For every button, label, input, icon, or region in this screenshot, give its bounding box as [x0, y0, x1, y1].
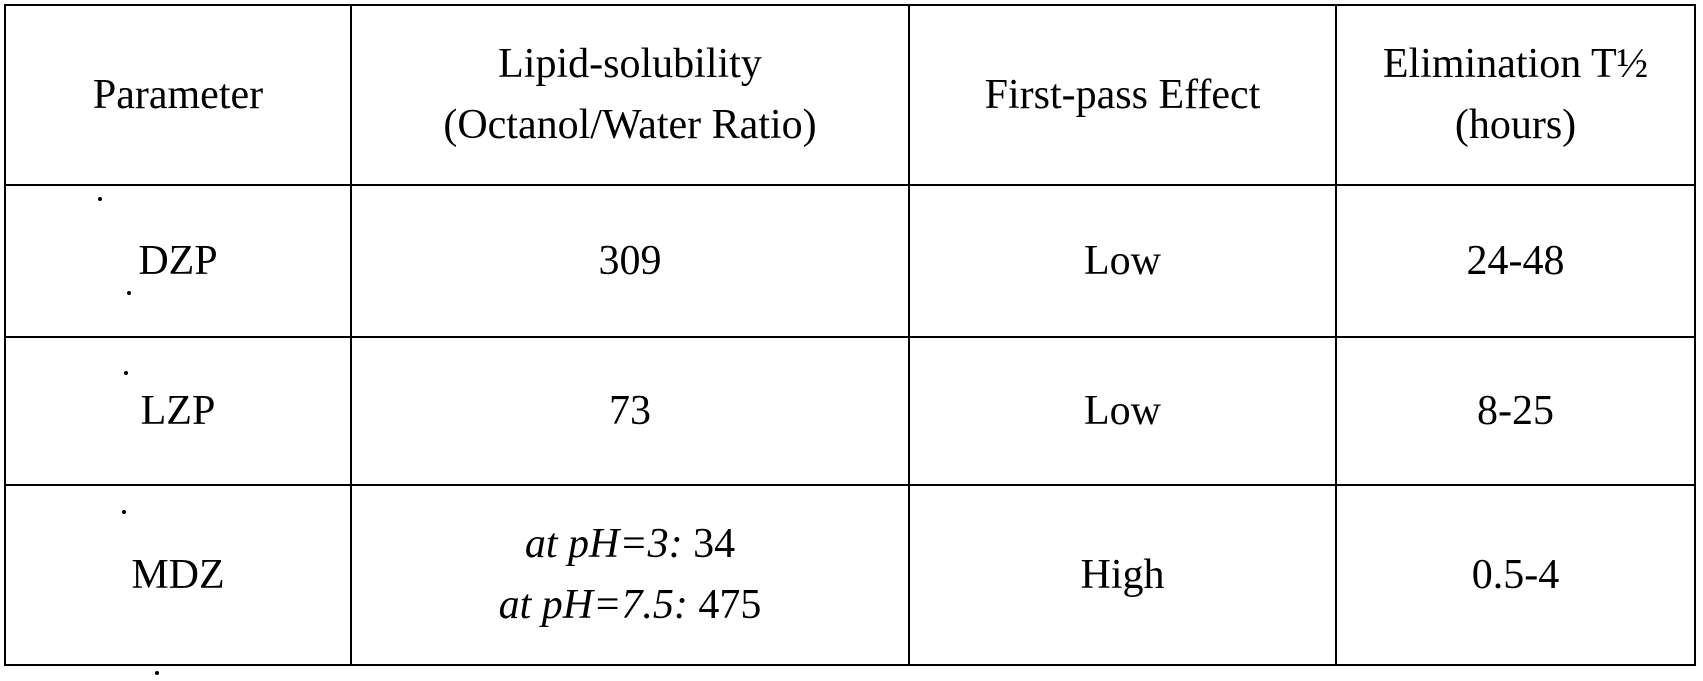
cell-first-pass: Low: [909, 185, 1336, 337]
cell-first-pass: High: [909, 485, 1336, 665]
ph-condition: at pH=3:: [525, 521, 683, 567]
scan-speck: [122, 510, 126, 514]
header-lipid-solubility: Lipid-solubility (Octanol/Water Ratio): [351, 5, 909, 185]
table-row: DZP 309 Low 24-48: [5, 185, 1695, 337]
cell-first-pass: Low: [909, 337, 1336, 485]
scan-speck: [127, 291, 131, 295]
pharmacokinetics-table: Parameter Lipid-solubility (Octanol/Wate…: [4, 4, 1696, 666]
cell-elimination: 0.5-4: [1336, 485, 1695, 665]
cell-lipid-solubility: 309: [351, 185, 909, 337]
cell-parameter: LZP: [5, 337, 351, 485]
table-row: LZP 73 Low 8-25: [5, 337, 1695, 485]
ph-condition: at pH=7.5:: [499, 582, 688, 628]
cell-parameter: DZP: [5, 185, 351, 337]
solubility-value: 475: [698, 582, 761, 628]
solubility-line: at pH=3: 34: [362, 514, 898, 575]
cell-lipid-solubility: at pH=3: 34 at pH=7.5: 475: [351, 485, 909, 665]
scan-speck: [155, 671, 159, 675]
scan-speck: [124, 371, 128, 375]
header-row: Parameter Lipid-solubility (Octanol/Wate…: [5, 5, 1695, 185]
cell-elimination: 24-48: [1336, 185, 1695, 337]
solubility-value: 34: [693, 521, 735, 567]
cell-lipid-solubility: 73: [351, 337, 909, 485]
cell-parameter: MDZ: [5, 485, 351, 665]
scan-speck: [98, 197, 102, 201]
header-first-pass-effect: First-pass Effect: [909, 5, 1336, 185]
header-parameter: Parameter: [5, 5, 351, 185]
cell-elimination: 8-25: [1336, 337, 1695, 485]
table-row: MDZ at pH=3: 34 at pH=7.5: 475 High 0.5-…: [5, 485, 1695, 665]
solubility-line: at pH=7.5: 475: [362, 575, 898, 636]
header-elimination-half-life: Elimination T½ (hours): [1336, 5, 1695, 185]
